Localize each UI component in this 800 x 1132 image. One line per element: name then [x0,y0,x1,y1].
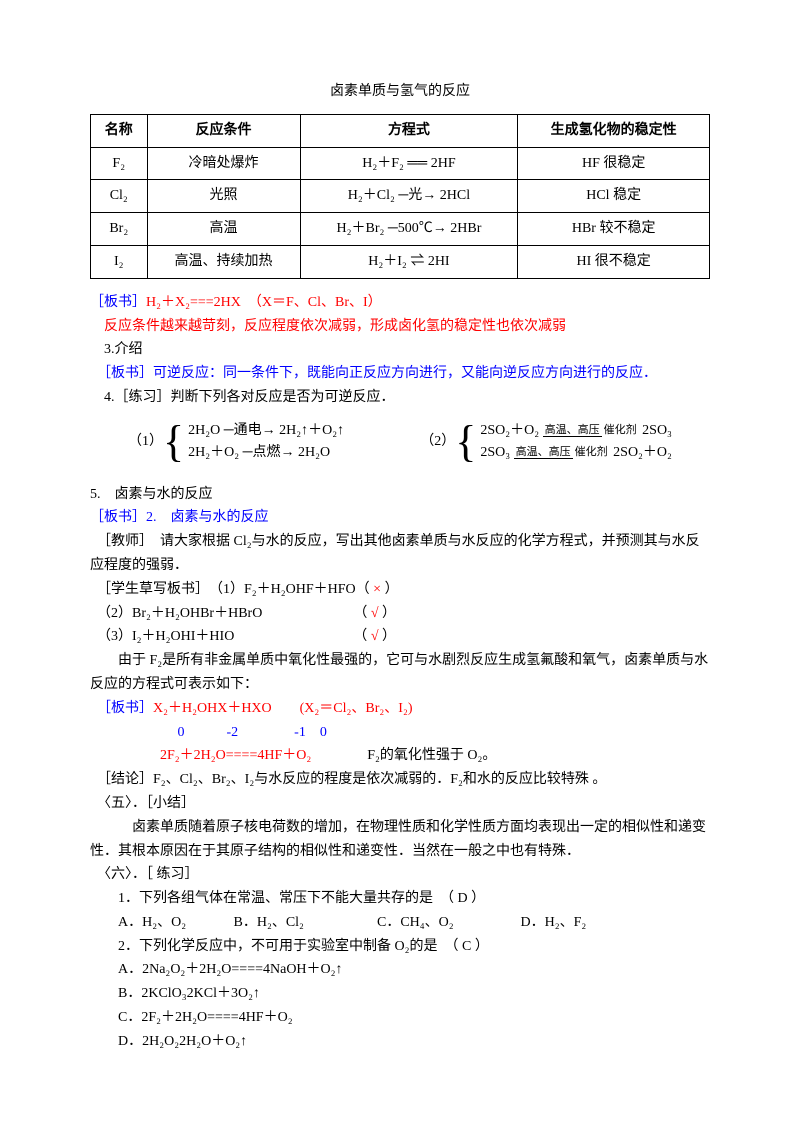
table-header-row: 名称 反应条件 方程式 生成氢化物的稳定性 [91,114,710,147]
section-practice: 〈六〉．［ 练习］ [90,863,710,887]
text: 可逆反应：同一条件下，既能向正反应方向进行，又能向逆反应方向进行的反应． [153,366,657,381]
cell: 高温、持续加热 [147,245,300,278]
arrow-condition: 高温、高压催化剂 [543,425,639,436]
cell: HF 很稳定 [518,147,710,180]
eq-line: 2H₂＋O₂ ─点燃→ 2H₂O [188,442,344,464]
eq-part: 2SO₂＋O₂ [610,445,672,460]
col-name: 名称 [91,114,148,147]
section-5: 5. 卤素与水的反应 [90,483,710,507]
mark-check: √ [371,606,379,621]
label: ［板书］ [90,366,153,381]
cell: I₂ [91,245,148,278]
table-row: I₂ 高温、持续加热 H₂＋I₂ ⇌ 2HI HI 很不稳定 [91,245,710,278]
arrow-condition: 高温、高压催化剂 [514,447,610,458]
board-note-1: ［板书］H₂＋X₂===2HX （X＝F、Cl、Br、I） [90,291,710,315]
eq-part: 2SO₂＋O₂ [480,423,542,438]
eq-part: 2SO₃ [639,423,672,438]
question-2: 2．下列化学反应中，不可用于实验室中制备 O₂的是 （ C ） [90,935,710,959]
cell: H₂＋Cl₂ ─光→ 2HCl [300,180,518,213]
exercise-4: 4.［练习］判断下列各对反应是否为可逆反应． [90,386,710,410]
note: F₂的氧化性强于 O₂。 [311,748,496,763]
summary-text: 卤素单质随着原子核电荷数的增加，在物理性质和化学性质方面均表现出一定的相似性和递… [90,816,710,864]
q2-opt-a: A．2Na₂O₂＋2H₂O====4NaOH＋O₂↑ [90,958,710,982]
col-condition: 反应条件 [147,114,300,147]
mark-check: √ [371,629,379,644]
conclusion: ［结论］F₂、Cl₂、Br₂、I₂与水反应的程度是依次减弱的．F₂和水的反应比较… [90,768,710,792]
eq-group-2: （2） { 2SO₂＋O₂ 高温、高压催化剂 2SO₃ 2SO₃ 高温、高压催化… [420,420,672,465]
mark-wrong: × [373,582,381,597]
question-1-options: A．H₂、O₂ B．H₂、Cl₂ C．CH₄、O₂ D．H₂、F₂ [90,911,710,935]
student-eq-1: ［学生草写板书］ （1）F₂＋H₂OHF＋HFO（ × ） [90,578,710,602]
eq-group-1: （1） { 2H₂O ─通电→ 2H₂↑＋O₂↑ 2H₂＋O₂ ─点燃→ 2H₂… [128,420,344,465]
summary-red: 反应条件越来越苛刻，反应程度依次减弱，形成卤化氢的稳定性也依次减弱 [90,315,710,339]
opt-c: C．CH₄、O₂ [377,911,517,935]
table-row: Cl₂ 光照 H₂＋Cl₂ ─光→ 2HCl HCl 稳定 [91,180,710,213]
f2-equation: 2F₂＋2H₂O====4HF＋O₂ F₂的氧化性强于 O₂。 [90,744,710,768]
label: ［板书］ [90,295,146,310]
opt-d: D．H₂、F₂ [521,911,661,935]
eq-part: 2SO₃ [480,445,513,460]
opt-a: A．H₂、O₂ [90,911,230,935]
cell: Cl₂ [91,180,148,213]
cell: HBr 较不稳定 [518,213,710,246]
reaction-table: 名称 反应条件 方程式 生成氢化物的稳定性 F₂ 冷暗处爆炸 H₂＋F₂ ══ … [90,114,710,279]
cell: H₂＋Br₂ ─500℃→ 2HBr [300,213,518,246]
cell: 冷暗处爆炸 [147,147,300,180]
cell: H₂＋F₂ ══ 2HF [300,147,518,180]
cell: HI 很不稳定 [518,245,710,278]
question-1: 1．下列各组气体在常温、常压下不能大量共存的是 （ D ） [90,887,710,911]
opt-b: B．H₂、Cl₂ [234,911,374,935]
cell: 高温 [147,213,300,246]
formula: X₂＋H₂OHX＋HXO (X₂＝Cl₂、Br₂、I₂) [153,701,413,716]
eq-lines: 2H₂O ─通电→ 2H₂↑＋O₂↑ 2H₂＋O₂ ─点燃→ 2H₂O [188,420,344,465]
eq-line: 2SO₃ 高温、高压催化剂 2SO₂＋O₂ [480,442,672,464]
explanation-f2: 由于 F₂是所有非金属单质中氧化性最强的，它可与水剧烈反应生成氢氟酸和氧气，卤素… [90,649,710,697]
col-equation: 方程式 [300,114,518,147]
cell: Br₂ [91,213,148,246]
label: ［板书］ [90,510,146,525]
cell: H₂＋I₂ ⇌ 2HI [300,245,518,278]
formula: H₂＋X₂===2HX （X＝F、Cl、Br、I） [146,295,382,310]
board-note-x2: ［板书］X₂＋H₂OHX＋HXO (X₂＝Cl₂、Br₂、I₂) [90,697,710,721]
section-summary: 〈五〉．［小结］ [90,792,710,816]
table-row: F₂ 冷暗处爆炸 H₂＋F₂ ══ 2HF HF 很稳定 [91,147,710,180]
board-note-water: ［板书］2. 卤素与水的反应 [90,506,710,530]
equation-row: （1） { 2H₂O ─通电→ 2H₂↑＋O₂↑ 2H₂＋O₂ ─点燃→ 2H₂… [90,420,710,465]
board-note-reversible: ［板书］可逆反应：同一条件下，既能向正反应方向进行，又能向逆反应方向进行的反应． [90,362,710,386]
q2-opt-d: D．2H₂O₂2H₂O＋O₂↑ [90,1030,710,1054]
intro-3: 3.介绍 [90,338,710,362]
q2-opt-c: C．2F₂＋2H₂O====4HF＋O₂ [90,1006,710,1030]
oxidation-numbers: 0 -2 -1 0 [90,721,710,745]
text: 2. 卤素与水的反应 [146,510,269,525]
eq-lines: 2SO₂＋O₂ 高温、高压催化剂 2SO₃ 2SO₃ 高温、高压催化剂 2SO₂… [480,420,672,465]
cell: F₂ [91,147,148,180]
brace-icon: { [163,420,184,464]
formula: 2F₂＋2H₂O====4HF＋O₂ [90,748,311,763]
label: ［板书］ [90,701,153,716]
cell: 光照 [147,180,300,213]
q2-opt-b: B．2KClO₃2KCl＋3O₂↑ [90,982,710,1006]
teacher-note: ［教师］ 请大家根据 Cl₂与水的反应，写出其他卤素单质与水反应的化学方程式，并… [90,530,710,578]
brace-icon: { [455,420,476,464]
eq-label: （2） [420,430,455,454]
table-row: Br₂ 高温 H₂＋Br₂ ─500℃→ 2HBr HBr 较不稳定 [91,213,710,246]
eq-line: 2SO₂＋O₂ 高温、高压催化剂 2SO₃ [480,420,672,442]
eq-label: （1） [128,430,163,454]
eq-line: 2H₂O ─通电→ 2H₂↑＋O₂↑ [188,420,344,442]
student-eq-3: （3）I₂＋H₂OHI＋HIO （ √ ） [90,625,710,649]
col-stability: 生成氢化物的稳定性 [518,114,710,147]
student-eq-2: （2）Br₂＋H₂OHBr＋HBrO （ √ ） [90,602,710,626]
cell: HCl 稳定 [518,180,710,213]
page-title: 卤素单质与氢气的反应 [90,80,710,104]
